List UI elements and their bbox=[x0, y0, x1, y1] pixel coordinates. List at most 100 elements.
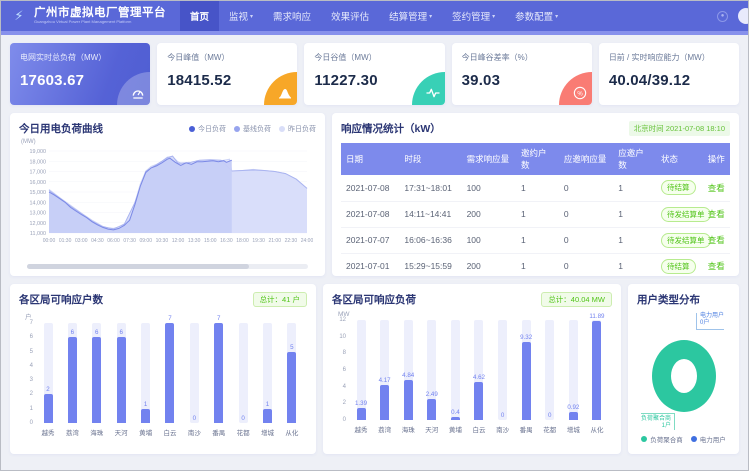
legend-item-0[interactable]: 负荷聚合商 bbox=[641, 434, 683, 444]
cell-date: 2021-07-08 bbox=[341, 201, 399, 227]
bar-track: 5 bbox=[287, 323, 296, 423]
bar-column[interactable]: 7白云 bbox=[161, 323, 179, 437]
bar-value: 2 bbox=[46, 386, 49, 393]
bar-category: 花都 bbox=[543, 424, 556, 434]
bar-column[interactable]: 7番禺 bbox=[210, 323, 228, 437]
bar-track: 11.89 bbox=[592, 320, 601, 420]
view-link[interactable]: 查看 bbox=[708, 261, 725, 271]
chart-scrollbar[interactable] bbox=[27, 264, 308, 269]
bar[interactable] bbox=[117, 337, 126, 423]
chevron-down-icon: ▾ bbox=[555, 13, 558, 20]
bar[interactable] bbox=[522, 342, 531, 420]
district-load-panel: 各区局可响应负荷 总计：40.04 MW MW 0246810121.39越秀4… bbox=[323, 284, 621, 454]
nav-item-parameter-config[interactable]: 参数配置▾ bbox=[505, 1, 568, 31]
bar-column[interactable]: 2.49天河 bbox=[423, 320, 441, 434]
legend-item-2[interactable]: 昨日负荷 bbox=[279, 124, 316, 134]
bar-track: 2 bbox=[44, 323, 53, 423]
svg-text:15:00: 15:00 bbox=[204, 238, 217, 244]
bar-column[interactable]: 0花都 bbox=[234, 323, 252, 437]
cell-date: 2021-07-08 bbox=[341, 175, 399, 201]
bar[interactable] bbox=[474, 382, 483, 421]
legend-item-1[interactable]: 基线负荷 bbox=[234, 124, 271, 134]
bar-column[interactable]: 0.4黄埔 bbox=[446, 320, 464, 434]
bar[interactable] bbox=[44, 394, 53, 423]
panel-title: 各区局可响应负荷 bbox=[332, 292, 416, 307]
nav-item-effect-evaluation[interactable]: 效果评估 bbox=[321, 1, 379, 31]
bar[interactable] bbox=[357, 408, 366, 420]
svg-text:06:00: 06:00 bbox=[107, 238, 120, 244]
chevron-down-icon: ▾ bbox=[429, 13, 432, 20]
scrollbar-thumb[interactable] bbox=[27, 264, 249, 269]
bar[interactable] bbox=[592, 321, 601, 420]
bar[interactable] bbox=[404, 380, 413, 420]
bar-column[interactable]: 6荔湾 bbox=[63, 323, 81, 437]
notification-icon[interactable]: ● bbox=[717, 11, 728, 22]
bar-track: 6 bbox=[68, 323, 77, 423]
bar[interactable] bbox=[569, 412, 578, 420]
nav-item-monitor[interactable]: 监视▾ bbox=[219, 1, 263, 31]
bar-column[interactable]: 1增城 bbox=[259, 323, 277, 437]
bar-column[interactable]: 0南沙 bbox=[185, 323, 203, 437]
bar-category: 黄埔 bbox=[139, 427, 152, 437]
bar-column[interactable]: 2越秀 bbox=[39, 323, 57, 437]
bar-column[interactable]: 1.39越秀 bbox=[352, 320, 370, 434]
legend-item-1[interactable]: 电力用户 bbox=[691, 434, 726, 444]
bar-column[interactable]: 4.17荔湾 bbox=[376, 320, 394, 434]
kpi-card-today-peak: 今日峰值（MW）18415.52 bbox=[157, 43, 297, 105]
bar-category: 从化 bbox=[285, 427, 298, 437]
view-link[interactable]: 查看 bbox=[708, 183, 725, 193]
pie-callout-power-user: 电力用户 0户 bbox=[696, 313, 724, 330]
bar[interactable] bbox=[287, 352, 296, 423]
legend-item-0[interactable]: 今日负荷 bbox=[189, 124, 226, 134]
bar[interactable] bbox=[263, 409, 272, 423]
bar[interactable] bbox=[165, 323, 174, 423]
bar-column[interactable]: 11.89从化 bbox=[588, 320, 606, 434]
bar-column[interactable]: 4.62白云 bbox=[470, 320, 488, 434]
bar-column[interactable]: 0南沙 bbox=[494, 320, 512, 434]
cell-responded_users: 1 bbox=[613, 227, 656, 253]
legend-dot bbox=[234, 126, 240, 132]
chart-legend: 今日负荷基线负荷昨日负荷 bbox=[189, 124, 316, 134]
pie-callout-aggregator: 负荷聚合商 1户 bbox=[641, 413, 675, 430]
bar-column[interactable]: 1 黄埔 bbox=[137, 323, 155, 437]
bar[interactable] bbox=[92, 337, 101, 423]
bar-column[interactable]: 6天河 bbox=[112, 323, 130, 437]
cell-period: 16:06~16:36 bbox=[399, 227, 461, 253]
nav-item-demand-response[interactable]: 需求响应 bbox=[263, 1, 321, 31]
status-badge: 待发结算单 bbox=[661, 233, 711, 248]
column-header: 邀约户数 bbox=[516, 143, 559, 175]
y-axis: 01234567 bbox=[19, 323, 37, 423]
bar-column[interactable]: 6海珠 bbox=[88, 323, 106, 437]
view-link[interactable]: 查看 bbox=[708, 209, 725, 219]
bar-value: 0.4 bbox=[451, 409, 460, 416]
main-nav: 首页监视▾需求响应效果评估结算管理▾签约管理▾参数配置▾ bbox=[180, 1, 717, 31]
bar[interactable] bbox=[451, 417, 460, 420]
legend-dot bbox=[279, 126, 285, 132]
legend-dot bbox=[641, 436, 647, 442]
bar-category: 天河 bbox=[425, 424, 438, 434]
response-stats-panel: 响应情况统计（kW） 北京时间 2021-07-08 18:10 日期时段需求响… bbox=[332, 113, 739, 276]
bar[interactable] bbox=[68, 337, 77, 423]
user-avatar[interactable] bbox=[738, 8, 749, 24]
svg-text:03:00: 03:00 bbox=[75, 238, 88, 244]
bar-column[interactable]: 0.92增城 bbox=[564, 320, 582, 434]
cell-date: 2021-07-01 bbox=[341, 253, 399, 279]
bar-value: 0 bbox=[193, 415, 196, 422]
view-link[interactable]: 查看 bbox=[708, 235, 725, 245]
bar-column[interactable]: 9.32番禺 bbox=[517, 320, 535, 434]
bar-track: 7 bbox=[165, 323, 174, 423]
bar-track: 1.39 bbox=[357, 320, 366, 420]
bar-column[interactable]: 0花都 bbox=[541, 320, 559, 434]
load-curve-chart[interactable]: 11,00012,00013,00014,00015,00016,00017,0… bbox=[19, 145, 316, 262]
nav-item-settlement-mgmt[interactable]: 结算管理▾ bbox=[379, 1, 442, 31]
bar[interactable] bbox=[141, 409, 150, 423]
bar-column[interactable]: 5 从化 bbox=[283, 323, 301, 437]
bar[interactable] bbox=[427, 399, 436, 420]
donut-chart[interactable] bbox=[652, 340, 716, 412]
bar[interactable] bbox=[380, 385, 389, 420]
bar-value: 1 bbox=[144, 401, 147, 408]
bar-column[interactable]: 4.84海珠 bbox=[399, 320, 417, 434]
nav-item-contract-mgmt[interactable]: 签约管理▾ bbox=[442, 1, 505, 31]
bar[interactable] bbox=[214, 323, 223, 423]
nav-item-home[interactable]: 首页 bbox=[180, 1, 219, 31]
